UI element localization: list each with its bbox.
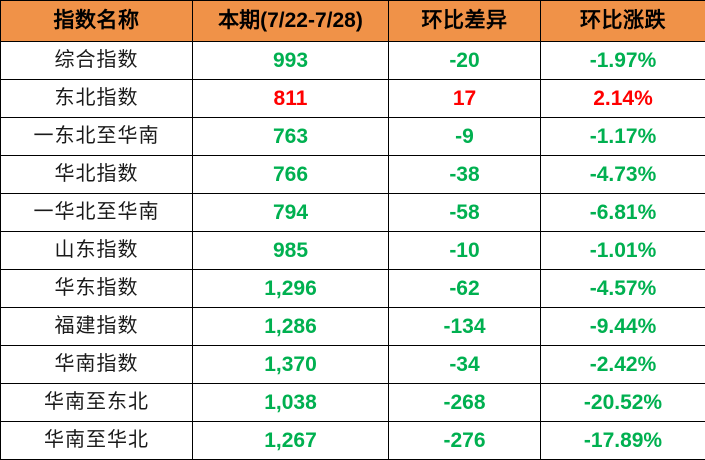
cell-index-name: 华南指数 (1, 346, 193, 384)
cell-mom-difference: -10 (389, 232, 541, 270)
cell-mom-difference: -62 (389, 270, 541, 308)
table-header: 指数名称 本期(7/22-7/28) 环比差异 环比涨跌 (1, 1, 705, 42)
cell-current-value: 766 (193, 156, 389, 194)
cell-current-value: 1,296 (193, 270, 389, 308)
cell-mom-change: -20.52% (541, 384, 705, 422)
cell-mom-change: 2.14% (541, 80, 705, 118)
cell-index-name: 华南至华北 (1, 422, 193, 460)
cell-mom-difference: -268 (389, 384, 541, 422)
cell-index-name: 华北指数 (1, 156, 193, 194)
cell-mom-change: -1.97% (541, 42, 705, 80)
cell-mom-difference: -20 (389, 42, 541, 80)
column-header-mom-difference: 环比差异 (389, 1, 541, 42)
column-header-mom-change: 环比涨跌 (541, 1, 705, 42)
cell-mom-change: -6.81% (541, 194, 705, 232)
cell-index-name: 一华北至华南 (1, 194, 193, 232)
cell-current-value: 763 (193, 118, 389, 156)
cell-index-name: 福建指数 (1, 308, 193, 346)
cell-mom-change: -9.44% (541, 308, 705, 346)
cell-mom-change: -1.01% (541, 232, 705, 270)
cell-mom-difference: -58 (389, 194, 541, 232)
cell-index-name: 综合指数 (1, 42, 193, 80)
cell-mom-difference: -38 (389, 156, 541, 194)
column-header-index-name: 指数名称 (1, 1, 193, 42)
cell-current-value: 993 (193, 42, 389, 80)
cell-index-name: 山东指数 (1, 232, 193, 270)
cell-index-name: 一东北至华南 (1, 118, 193, 156)
cell-mom-difference: -34 (389, 346, 541, 384)
cell-current-value: 1,370 (193, 346, 389, 384)
cell-mom-difference: -134 (389, 308, 541, 346)
cell-current-value: 794 (193, 194, 389, 232)
cell-mom-change: -2.42% (541, 346, 705, 384)
cell-index-name: 东北指数 (1, 80, 193, 118)
cell-mom-difference: -9 (389, 118, 541, 156)
cell-index-name: 华南至东北 (1, 384, 193, 422)
cell-mom-difference: -276 (389, 422, 541, 460)
cell-mom-change: -4.73% (541, 156, 705, 194)
cell-current-value: 1,038 (193, 384, 389, 422)
cell-mom-change: -1.17% (541, 118, 705, 156)
cell-current-value: 985 (193, 232, 389, 270)
cell-current-value: 811 (193, 80, 389, 118)
cell-mom-difference: 17 (389, 80, 541, 118)
column-header-current-period: 本期(7/22-7/28) (193, 1, 389, 42)
cell-current-value: 1,286 (193, 308, 389, 346)
cell-mom-change: -17.89% (541, 422, 705, 460)
header-row: 指数名称 本期(7/22-7/28) 环比差异 环比涨跌 (1, 1, 705, 42)
cell-current-value: 1,267 (193, 422, 389, 460)
cell-index-name: 华东指数 (1, 270, 193, 308)
cell-mom-change: -4.57% (541, 270, 705, 308)
